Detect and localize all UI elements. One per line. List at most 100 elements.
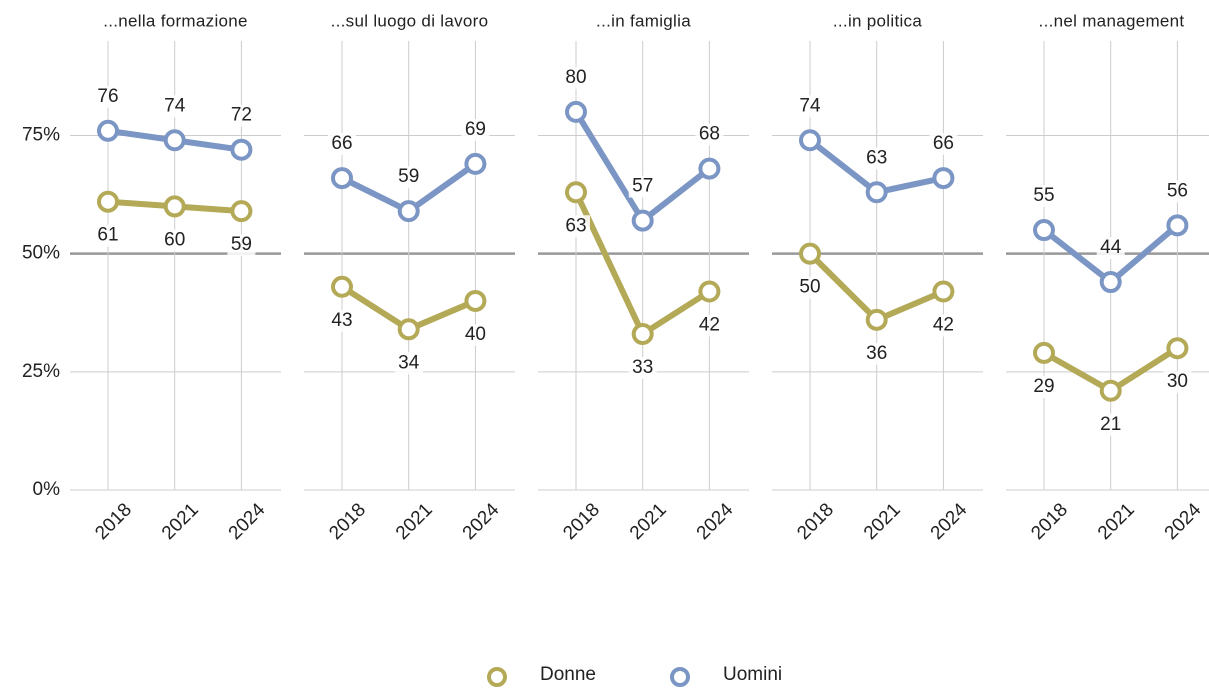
data-label: 59 bbox=[231, 234, 252, 255]
point bbox=[1033, 219, 1055, 242]
point bbox=[565, 181, 587, 204]
label-bg bbox=[394, 166, 423, 189]
label-bg bbox=[695, 314, 724, 337]
legend-label: Donne bbox=[540, 664, 596, 685]
data-label: 33 bbox=[632, 357, 653, 378]
label-bg bbox=[328, 133, 356, 156]
x-tick-label: 2024 bbox=[1161, 499, 1206, 544]
data-label: 59 bbox=[398, 166, 419, 187]
label-bg bbox=[562, 66, 590, 89]
panel-title: ...sul luogo di lavoro bbox=[331, 11, 489, 30]
data-label: 63 bbox=[866, 147, 887, 168]
data-label: 44 bbox=[1100, 237, 1122, 258]
label-bg bbox=[862, 342, 891, 365]
label-bg bbox=[796, 95, 824, 118]
x-tick-label: 2024 bbox=[459, 499, 504, 544]
label-bg bbox=[1030, 375, 1058, 398]
data-label: 72 bbox=[231, 105, 252, 126]
data-label: 63 bbox=[565, 215, 586, 236]
point bbox=[1099, 379, 1122, 402]
y-tick-label: 25% bbox=[22, 361, 60, 382]
legend-marker bbox=[487, 667, 507, 687]
point bbox=[932, 280, 955, 303]
data-label: 66 bbox=[933, 133, 954, 154]
point bbox=[230, 200, 253, 223]
data-label: 56 bbox=[1167, 180, 1188, 201]
point bbox=[397, 200, 420, 223]
data-label: 21 bbox=[1100, 414, 1121, 435]
point bbox=[163, 195, 186, 218]
label-bg bbox=[227, 104, 256, 127]
label-bg bbox=[628, 357, 657, 380]
data-label: 42 bbox=[933, 315, 954, 336]
label-bg bbox=[160, 95, 189, 118]
label-bg bbox=[227, 234, 256, 257]
point bbox=[397, 318, 420, 341]
y-tick-label: 50% bbox=[22, 243, 60, 264]
legend-marker bbox=[670, 667, 690, 687]
x-tick-label: 2021 bbox=[860, 499, 905, 544]
panel-title: ...in famiglia bbox=[596, 11, 691, 30]
x-tick-label: 2024 bbox=[693, 499, 738, 544]
x-tick-label: 2021 bbox=[626, 499, 671, 544]
x-tick-label: 2021 bbox=[392, 499, 437, 544]
data-label: 74 bbox=[799, 95, 821, 116]
point bbox=[932, 167, 955, 190]
label-bg bbox=[929, 133, 958, 156]
data-label: 60 bbox=[164, 229, 185, 250]
data-label: 74 bbox=[164, 95, 186, 116]
panel-title: ...nella formazione bbox=[103, 11, 248, 30]
point bbox=[799, 129, 821, 152]
label-bg bbox=[796, 276, 824, 299]
y-tick-label: 75% bbox=[22, 125, 60, 146]
data-label: 80 bbox=[565, 67, 586, 88]
point bbox=[799, 242, 821, 265]
point bbox=[698, 157, 721, 180]
data-label: 76 bbox=[97, 86, 118, 107]
label-bg bbox=[929, 314, 958, 337]
x-tick-label: 2021 bbox=[1094, 499, 1139, 544]
x-tick-label: 2018 bbox=[793, 499, 838, 544]
data-label: 69 bbox=[465, 119, 486, 140]
point bbox=[631, 323, 654, 346]
point bbox=[464, 152, 487, 175]
data-label: 66 bbox=[331, 133, 352, 154]
label-bg bbox=[394, 352, 423, 375]
point bbox=[1033, 341, 1055, 364]
label-bg bbox=[1096, 413, 1125, 436]
x-tick-label: 2018 bbox=[559, 499, 604, 544]
data-label: 50 bbox=[799, 277, 820, 298]
data-label: 36 bbox=[866, 343, 887, 364]
x-tick-label: 2021 bbox=[158, 499, 203, 544]
data-label: 30 bbox=[1167, 371, 1188, 392]
point bbox=[1166, 337, 1189, 360]
data-label: 68 bbox=[699, 124, 720, 145]
legend-label: Uomini bbox=[723, 664, 782, 685]
point bbox=[331, 167, 353, 190]
label-bg bbox=[94, 224, 122, 247]
label-bg bbox=[160, 229, 189, 252]
label-bg bbox=[94, 85, 122, 108]
point bbox=[464, 289, 487, 312]
label-bg bbox=[695, 123, 724, 146]
point bbox=[565, 100, 587, 123]
data-label: 43 bbox=[331, 310, 352, 331]
label-bg bbox=[862, 147, 891, 170]
y-tick-label: 0% bbox=[33, 479, 61, 500]
point bbox=[97, 190, 119, 213]
panel-title: ...in politica bbox=[833, 11, 922, 30]
point bbox=[865, 308, 888, 331]
label-bg bbox=[1163, 371, 1192, 394]
point bbox=[230, 138, 253, 161]
x-tick-label: 2018 bbox=[1027, 499, 1072, 544]
point bbox=[698, 280, 721, 303]
data-label: 40 bbox=[465, 324, 486, 345]
point bbox=[163, 129, 186, 152]
point bbox=[97, 119, 119, 142]
data-label: 61 bbox=[97, 225, 118, 246]
panel-title: ...nel management bbox=[1039, 11, 1185, 30]
point bbox=[631, 209, 654, 232]
label-bg bbox=[461, 323, 490, 346]
data-label: 42 bbox=[699, 315, 720, 336]
